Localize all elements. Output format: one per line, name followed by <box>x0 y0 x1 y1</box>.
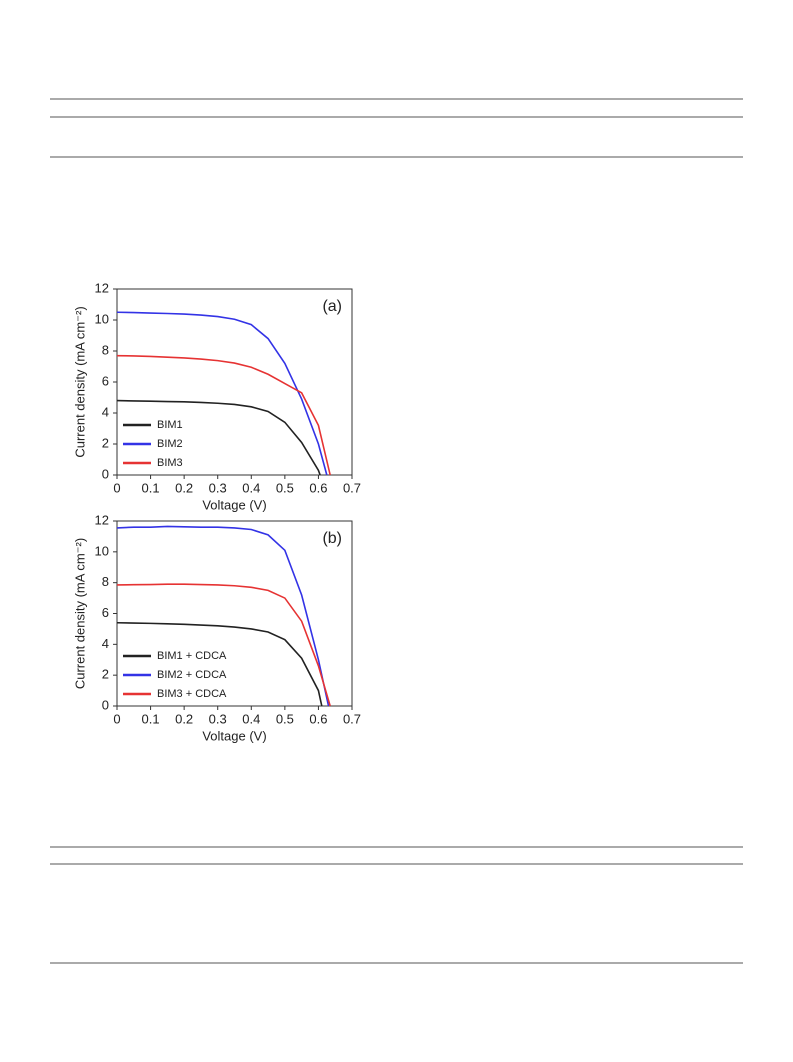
series-line <box>116 621 323 707</box>
panel-label: (a) <box>322 298 342 315</box>
x-tick-label: 0.4 <box>242 711 260 726</box>
x-tick-label: 0 <box>113 480 120 495</box>
y-tick-label: 0 <box>102 466 109 481</box>
x-tick-label: 0.7 <box>343 480 361 495</box>
y-tick-label: 8 <box>102 574 109 589</box>
y-tick-label: 6 <box>102 605 109 620</box>
legend-label: BIM1 <box>157 419 183 431</box>
x-tick-label: 0.7 <box>343 711 361 726</box>
series-line <box>116 583 331 707</box>
plot-frame <box>116 288 353 476</box>
y-tick-label: 8 <box>102 342 109 357</box>
legend-label: BIM3 <box>157 457 183 469</box>
x-tick-label: 0.3 <box>209 711 227 726</box>
y-tick-label: 0 <box>102 697 109 712</box>
panel-label: (b) <box>322 530 342 547</box>
plot-frame <box>116 520 353 707</box>
y-axis-title: Current density (mA cm⁻²) <box>72 306 87 457</box>
x-tick-label: 0.2 <box>175 711 193 726</box>
x-tick-label: 0.1 <box>142 480 160 495</box>
y-tick-label: 6 <box>102 373 109 388</box>
legend-label: BIM2 <box>157 438 183 450</box>
y-tick-label: 12 <box>95 512 109 527</box>
y-tick-label: 10 <box>95 311 109 326</box>
x-tick-label: 0.3 <box>209 480 227 495</box>
y-tick-label: 4 <box>102 404 109 419</box>
x-tick-label: 0.6 <box>309 711 327 726</box>
legend-label: BIM1 + CDCA <box>157 650 227 662</box>
y-tick-label: 12 <box>95 280 109 295</box>
x-tick-label: 0.5 <box>276 711 294 726</box>
series-line <box>116 311 328 476</box>
x-tick-label: 0.6 <box>309 480 327 495</box>
y-axis-title: Current density (mA cm⁻²) <box>72 538 87 689</box>
x-tick-label: 0.4 <box>242 480 260 495</box>
x-axis-title: Voltage (V) <box>202 728 266 743</box>
x-tick-label: 0 <box>113 711 120 726</box>
legend-label: BIM3 + CDCA <box>157 688 227 700</box>
x-axis-title: Voltage (V) <box>202 497 266 512</box>
x-tick-label: 0.1 <box>142 711 160 726</box>
x-tick-label: 0.5 <box>276 480 294 495</box>
series-line <box>116 399 321 476</box>
y-tick-label: 2 <box>102 435 109 450</box>
y-tick-label: 10 <box>95 543 109 558</box>
x-tick-label: 0.2 <box>175 480 193 495</box>
y-tick-label: 2 <box>102 667 109 682</box>
y-tick-label: 4 <box>102 636 109 651</box>
series-line <box>116 354 331 476</box>
legend-label: BIM2 + CDCA <box>157 669 227 681</box>
series-line <box>116 525 330 707</box>
